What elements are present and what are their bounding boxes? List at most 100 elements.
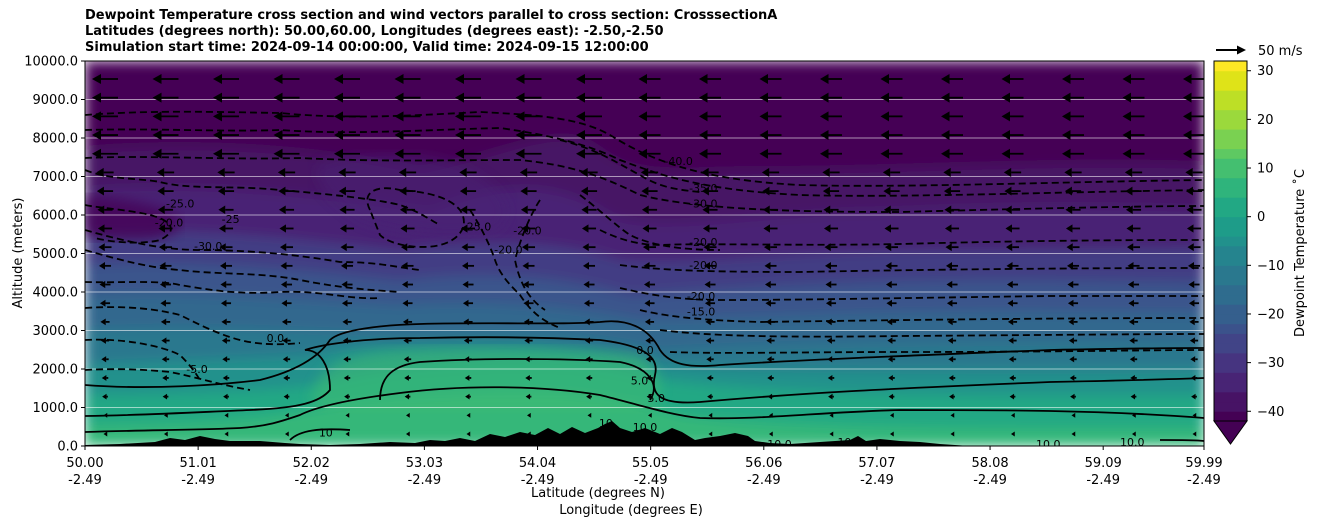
wind-arrow (1185, 167, 1203, 178)
wind-arrow (1183, 148, 1204, 159)
wind-arrow (97, 205, 113, 215)
x-tick-label-lat: 50.00 (66, 456, 103, 471)
contour-label: 5.0 (631, 375, 649, 388)
colorbar-segment (1214, 304, 1247, 315)
wind-arrow (882, 167, 901, 178)
wind-arrow (887, 337, 896, 344)
wind-arrow (1128, 299, 1139, 307)
x-tick-label-lon: -2.49 (747, 473, 781, 488)
wind-arrow (223, 393, 229, 400)
wind-arrow (766, 356, 775, 363)
wind-arrow (1188, 280, 1200, 289)
colorbar-segment (1214, 80, 1247, 91)
colorbar-segment (1214, 352, 1247, 364)
colorbar-segment (1214, 245, 1247, 257)
wind-arrow (943, 167, 961, 178)
wind-arrow (213, 111, 239, 122)
wind-arrow (762, 205, 779, 215)
wind-arrow (157, 205, 174, 215)
wind-arrow (950, 412, 955, 418)
wind-arrow (763, 243, 778, 252)
wind-arrow (101, 356, 109, 363)
wind-arrow (708, 431, 713, 437)
wind-arrow (764, 262, 777, 270)
colorbar-tick-label: 30 (1257, 64, 1274, 79)
wind-arrow (944, 224, 960, 233)
colorbar-segment (1214, 255, 1247, 266)
wind-arrow (759, 92, 782, 103)
wind-arrow (763, 224, 778, 233)
wind-arrow (339, 205, 355, 215)
wind-arrow (1130, 393, 1137, 400)
wind-arrow (341, 299, 353, 307)
wind-arrow (638, 148, 661, 159)
wind-arrow (342, 337, 352, 344)
wind-arrow (339, 224, 355, 233)
wind-arrow (820, 130, 842, 141)
wind-arrow (92, 130, 118, 141)
wind-arrow (103, 412, 108, 418)
colorbar-segment (1214, 391, 1247, 403)
wind-arrow (1062, 111, 1084, 122)
wind-arrow (885, 280, 898, 289)
wind-arrow (1187, 262, 1201, 270)
wind-arrow (638, 74, 661, 84)
wind-arrow (158, 243, 173, 252)
wind-arrow (1001, 130, 1024, 141)
x-tick-label-lon: -2.49 (1086, 473, 1120, 488)
contour-label: -40.0 (664, 155, 692, 168)
wind-arrow (279, 243, 294, 252)
wind-arrow (1190, 374, 1198, 381)
y-tick-label: 4000.0 (33, 286, 79, 301)
wind-arrow (344, 393, 350, 400)
wind-arrow (702, 224, 718, 233)
colorbar-segment (1214, 206, 1247, 218)
x-tick-label-lat: 54.04 (519, 456, 556, 471)
wind-arrow (1068, 337, 1078, 344)
wind-arrow (522, 280, 535, 289)
wind-arrow (273, 92, 300, 103)
y-axis-label: Altitude (meters) (11, 198, 26, 309)
y-tick-label: 8000.0 (33, 132, 79, 147)
wind-arrow (1129, 337, 1138, 344)
wind-arrow (273, 148, 300, 159)
wind-arrow (459, 186, 477, 196)
wind-arrow (334, 111, 360, 122)
contour-label: 10.0 (633, 421, 658, 434)
wind-arrow (222, 374, 230, 381)
wind-arrow (701, 167, 719, 178)
wind-arrow (947, 337, 957, 344)
title-line-2: Latitudes (degrees north): 50.00,60.00, … (85, 24, 664, 39)
wind-arrow (152, 111, 179, 122)
wind-arrow (224, 412, 229, 418)
wind-arrow (646, 374, 653, 381)
wind-arrow (699, 92, 721, 103)
wind-arrow (648, 412, 652, 418)
wind-arrow (400, 243, 415, 252)
wind-arrow (820, 111, 842, 122)
colorbar-segment (1214, 362, 1247, 373)
wind-arrow (1069, 374, 1077, 381)
wind-arrow (99, 299, 111, 307)
contour-label: -20.0 (494, 244, 522, 257)
wind-arrow (1070, 393, 1076, 400)
wind-arrow (820, 74, 842, 84)
wind-arrow (827, 374, 835, 381)
wind-arrow (765, 299, 776, 307)
wind-arrow (823, 205, 839, 215)
wind-arrow (401, 262, 414, 270)
wind-arrow (217, 167, 235, 178)
colorbar-segment (1214, 99, 1247, 111)
wind-arrow (945, 262, 959, 270)
wind-arrow (1192, 431, 1197, 437)
wind-arrow (1189, 318, 1199, 326)
wind-arrow (576, 111, 602, 122)
wind-arrow (949, 393, 955, 400)
contour-label: -15.0 (687, 305, 715, 318)
wind-arrow (580, 186, 598, 196)
terrain (85, 421, 970, 446)
wind-arrow (1062, 148, 1084, 159)
wind-arrow (277, 167, 296, 178)
wind-arrow (1062, 92, 1084, 103)
wind-arrow (164, 431, 168, 437)
